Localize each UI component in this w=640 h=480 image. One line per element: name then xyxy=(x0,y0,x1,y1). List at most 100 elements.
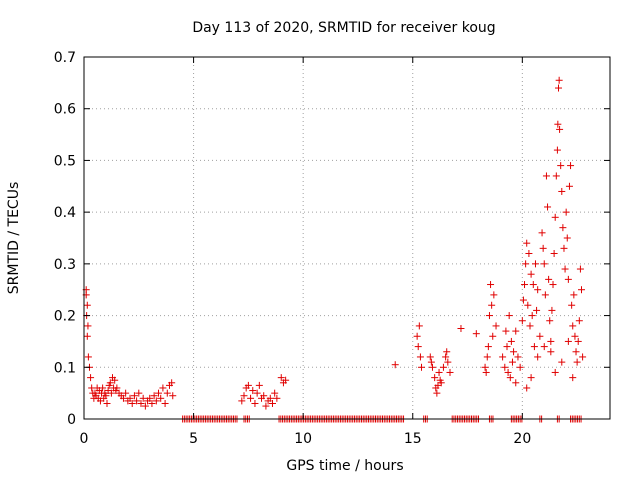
data-point xyxy=(508,358,516,366)
data-point xyxy=(433,389,441,397)
data-point xyxy=(435,368,443,376)
data-point xyxy=(557,162,565,170)
data-point xyxy=(565,182,573,190)
data-point xyxy=(503,343,511,351)
data-point xyxy=(262,402,270,410)
data-point xyxy=(391,361,399,369)
data-point xyxy=(255,381,263,389)
data-point xyxy=(502,327,510,335)
data-point xyxy=(529,281,537,289)
data-point xyxy=(169,392,177,400)
data-point xyxy=(141,402,149,410)
data-point xyxy=(561,265,569,273)
data-point xyxy=(579,353,587,361)
data-point xyxy=(240,392,248,400)
data-point xyxy=(542,172,550,180)
data-point xyxy=(443,348,451,356)
data-point xyxy=(428,363,436,371)
y-tick-label: 0.5 xyxy=(54,153,76,169)
data-point xyxy=(277,374,285,382)
data-point xyxy=(437,379,445,387)
data-point xyxy=(519,296,527,304)
data-point xyxy=(568,301,576,309)
data-points xyxy=(82,76,587,423)
data-point xyxy=(552,172,560,180)
x-tick-label: 0 xyxy=(80,431,89,447)
data-point xyxy=(551,368,559,376)
data-point xyxy=(569,322,577,330)
data-point xyxy=(578,286,586,294)
data-point xyxy=(273,394,281,402)
data-point xyxy=(159,384,167,392)
data-point xyxy=(501,363,509,371)
data-point xyxy=(83,301,91,309)
data-point xyxy=(536,332,544,340)
data-point xyxy=(546,317,554,325)
data-point xyxy=(573,358,581,366)
data-point xyxy=(527,270,535,278)
data-point xyxy=(439,363,447,371)
y-tick-label: 0.7 xyxy=(54,50,76,66)
data-point xyxy=(526,322,534,330)
data-point xyxy=(522,260,530,268)
data-point xyxy=(540,343,548,351)
data-point xyxy=(525,250,533,258)
y-axis-label: SRMTID / TECUs xyxy=(6,182,22,295)
data-point xyxy=(416,353,424,361)
data-point xyxy=(570,291,578,299)
data-point xyxy=(266,394,274,402)
axes: 0 0.1 0.2 0.3 0.4 0.5 0.6 0.7 0 5 10 15 20 xyxy=(54,50,610,447)
data-point xyxy=(530,343,538,351)
data-point xyxy=(481,363,489,371)
y-tick-label: 0 xyxy=(67,412,76,428)
data-point xyxy=(563,234,571,242)
y-tick-label: 0.6 xyxy=(54,102,76,118)
data-point xyxy=(564,337,572,345)
data-point xyxy=(249,387,257,395)
data-point xyxy=(576,265,584,273)
data-point xyxy=(244,381,252,389)
data-point xyxy=(556,125,564,133)
data-point xyxy=(282,376,290,384)
data-point xyxy=(549,281,557,289)
data-point xyxy=(539,244,547,252)
data-point xyxy=(87,374,95,382)
data-point xyxy=(545,275,553,283)
data-point xyxy=(547,348,555,356)
data-point xyxy=(558,187,566,195)
data-point xyxy=(484,343,492,351)
data-point xyxy=(492,322,500,330)
data-point xyxy=(544,203,552,211)
data-point xyxy=(415,322,423,330)
data-point xyxy=(507,337,515,345)
data-point xyxy=(523,239,531,247)
data-point xyxy=(84,322,92,330)
data-point xyxy=(150,392,158,400)
data-point xyxy=(485,312,493,320)
data-point xyxy=(528,312,536,320)
data-point xyxy=(523,384,531,392)
data-point xyxy=(541,291,549,299)
data-point xyxy=(238,397,246,405)
chart-title: Day 113 of 2020, SRMTID for receiver kou… xyxy=(192,20,495,36)
data-point xyxy=(260,392,268,400)
data-point xyxy=(490,291,498,299)
data-point xyxy=(107,389,115,397)
data-point xyxy=(559,224,567,232)
data-point xyxy=(540,260,548,268)
data-point xyxy=(514,353,522,361)
data-point xyxy=(130,392,138,400)
data-point xyxy=(271,389,279,397)
data-point xyxy=(551,213,559,221)
data-point xyxy=(128,399,136,407)
y-tick-label: 0.3 xyxy=(54,257,76,273)
data-point xyxy=(506,374,514,382)
data-point xyxy=(148,399,156,407)
data-point xyxy=(560,244,568,252)
data-point xyxy=(427,358,435,366)
data-point xyxy=(119,394,127,402)
data-point xyxy=(444,358,452,366)
data-point xyxy=(122,389,130,397)
data-point xyxy=(512,327,520,335)
